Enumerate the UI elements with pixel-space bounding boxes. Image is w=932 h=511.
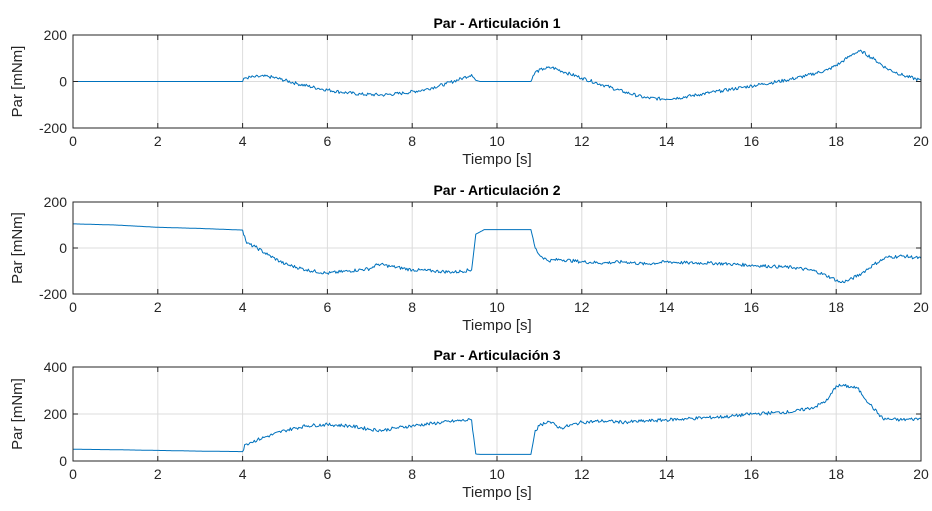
series-line-1 bbox=[73, 49, 922, 101]
series-line-3 bbox=[73, 383, 922, 455]
x-tick-label: 20 bbox=[913, 466, 929, 482]
x-tick-label: 14 bbox=[659, 466, 675, 482]
x-tick-label: 4 bbox=[239, 299, 247, 315]
x-tick-label: 2 bbox=[154, 133, 162, 149]
x-tick-label: 8 bbox=[408, 299, 416, 315]
x-tick-label: 12 bbox=[574, 466, 590, 482]
y-tick-label: 200 bbox=[44, 406, 68, 422]
x-tick-label: 20 bbox=[913, 299, 929, 315]
series-line-2 bbox=[73, 223, 922, 284]
x-tick-label: 2 bbox=[154, 299, 162, 315]
x-axis-label: Tiempo [s] bbox=[462, 151, 531, 168]
x-tick-label: 12 bbox=[574, 299, 590, 315]
y-axis-label: Par [mNm] bbox=[9, 378, 26, 450]
x-tick-label: 6 bbox=[324, 466, 332, 482]
x-axis-label: Tiempo [s] bbox=[462, 317, 531, 334]
x-tick-label: 4 bbox=[239, 133, 247, 149]
y-tick-label: 400 bbox=[44, 359, 68, 375]
x-tick-label: 10 bbox=[489, 133, 505, 149]
x-tick-label: 6 bbox=[324, 299, 332, 315]
y-axis-label: Par [mNm] bbox=[9, 212, 26, 284]
x-tick-label: 6 bbox=[324, 133, 332, 149]
x-tick-label: 18 bbox=[828, 299, 844, 315]
x-tick-label: 0 bbox=[69, 299, 77, 315]
x-tick-label: 18 bbox=[828, 133, 844, 149]
x-tick-label: 2 bbox=[154, 466, 162, 482]
x-tick-label: 10 bbox=[489, 466, 505, 482]
subplot-3: 0 2 4 6 8 10 12 14 16 18 20 400 200 0 Par - Articulaci… bbox=[9, 347, 929, 501]
x-tick-label: 8 bbox=[408, 133, 416, 149]
x-tick-label: 12 bbox=[574, 133, 590, 149]
y-tick-label: 0 bbox=[59, 240, 67, 256]
y-tick-label: -200 bbox=[39, 286, 67, 302]
y-tick-label: 0 bbox=[59, 74, 67, 90]
x-tick-label: 8 bbox=[408, 466, 416, 482]
y-tick-label: 0 bbox=[59, 453, 67, 469]
y-axis-label: Par [mNm] bbox=[9, 46, 26, 118]
x-tick-label: 14 bbox=[659, 299, 675, 315]
x-tick-label: 4 bbox=[239, 466, 247, 482]
x-tick-label: 10 bbox=[489, 299, 505, 315]
x-tick-label: 0 bbox=[69, 133, 77, 149]
y-tick-label: 200 bbox=[44, 194, 68, 210]
y-tick-label: 200 bbox=[44, 27, 68, 43]
subplot-title: Par - Articulación 1 bbox=[433, 15, 560, 31]
x-tick-label: 20 bbox=[913, 133, 929, 149]
x-tick-label: 16 bbox=[744, 133, 760, 149]
x-tick-label: 18 bbox=[828, 466, 844, 482]
x-tick-label: 16 bbox=[744, 466, 760, 482]
y-tick-label: -200 bbox=[39, 120, 67, 136]
x-axis-label: Tiempo [s] bbox=[462, 484, 531, 501]
x-tick-label: 16 bbox=[744, 299, 760, 315]
x-tick-label: 0 bbox=[69, 466, 77, 482]
x-tick-label: 14 bbox=[659, 133, 675, 149]
subplot-title: Par - Articulación 3 bbox=[433, 347, 560, 363]
subplot-title: Par - Articulación 2 bbox=[433, 182, 560, 198]
